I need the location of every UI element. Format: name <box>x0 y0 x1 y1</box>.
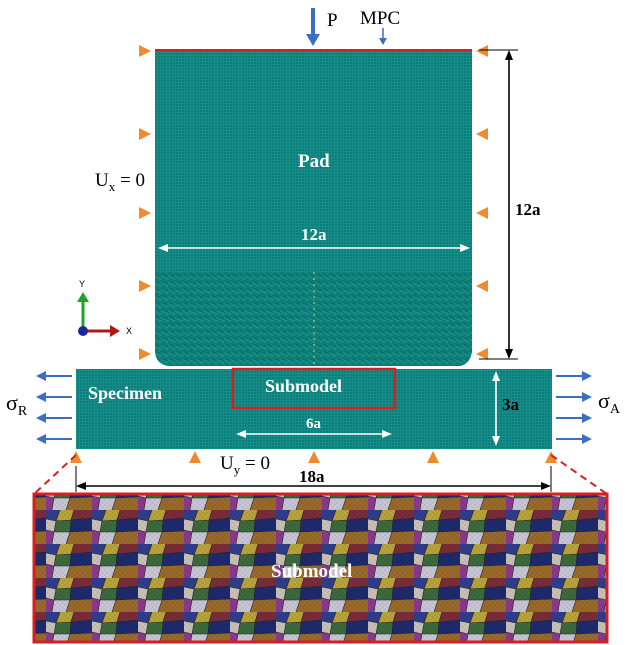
pad-width-label: 12a <box>301 225 327 244</box>
specimen-height-label: 3a <box>502 395 520 414</box>
triangle-marker-icon <box>476 280 488 292</box>
submodel-box-label: Submodel <box>265 376 342 396</box>
axis-x-label: X <box>126 326 132 336</box>
ux-label: Ux = 0 <box>95 170 145 194</box>
traction-arrows-left <box>36 371 72 444</box>
triangle-marker-icon <box>139 207 151 219</box>
triangle-marker-icon <box>189 451 201 463</box>
pad-mesh-lower <box>155 272 472 366</box>
traction-arrows-right <box>556 371 592 444</box>
mpc-arrow <box>379 28 387 45</box>
triangle-marker-icon <box>476 207 488 219</box>
triangle-marker-icon <box>476 45 488 57</box>
pad <box>155 49 472 366</box>
pad-height-dimension <box>479 49 518 360</box>
sigma-a-label: σA <box>598 388 621 417</box>
submodel-width-label: 6a <box>306 416 322 432</box>
specimen-width-label: 18a <box>299 467 325 486</box>
sigma-r-label: σR <box>6 390 28 419</box>
pad-constraints-right <box>476 45 488 360</box>
triangle-marker-icon <box>308 451 320 463</box>
specimen <box>76 367 552 449</box>
coordinate-axes <box>77 292 120 337</box>
zoom-lines <box>33 454 608 495</box>
submodel-width-dimension <box>236 430 392 438</box>
mpc-label: MPC <box>360 8 400 29</box>
specimen-constraints-bottom <box>70 451 557 463</box>
axis-y-label: Y <box>79 279 85 289</box>
submodel-zoom-label: Submodel <box>271 561 352 582</box>
uy-label: Uy = 0 <box>220 453 270 477</box>
submodel-zoom <box>32 492 609 644</box>
load-label: P <box>327 10 338 31</box>
pad-height-label: 12a <box>515 200 541 219</box>
pad-width-dimension <box>158 244 470 252</box>
triangle-marker-icon <box>139 128 151 140</box>
pad-constraints-left <box>139 45 151 360</box>
pad-label: Pad <box>298 151 330 172</box>
triangle-marker-icon <box>139 280 151 292</box>
submodel-region-box <box>231 367 397 410</box>
triangle-marker-icon <box>427 451 439 463</box>
triangle-marker-icon <box>70 451 82 463</box>
load-arrow <box>306 8 320 46</box>
triangle-marker-icon <box>476 128 488 140</box>
specimen-label: Specimen <box>88 383 162 403</box>
specimen-height-dimension <box>492 371 500 446</box>
specimen-width-dimension <box>75 466 552 492</box>
triangle-marker-icon <box>139 45 151 57</box>
pad-mesh-upper <box>155 50 472 272</box>
triangle-marker-icon <box>139 348 151 360</box>
triangle-marker-icon <box>545 451 557 463</box>
triangle-marker-icon <box>476 348 488 360</box>
